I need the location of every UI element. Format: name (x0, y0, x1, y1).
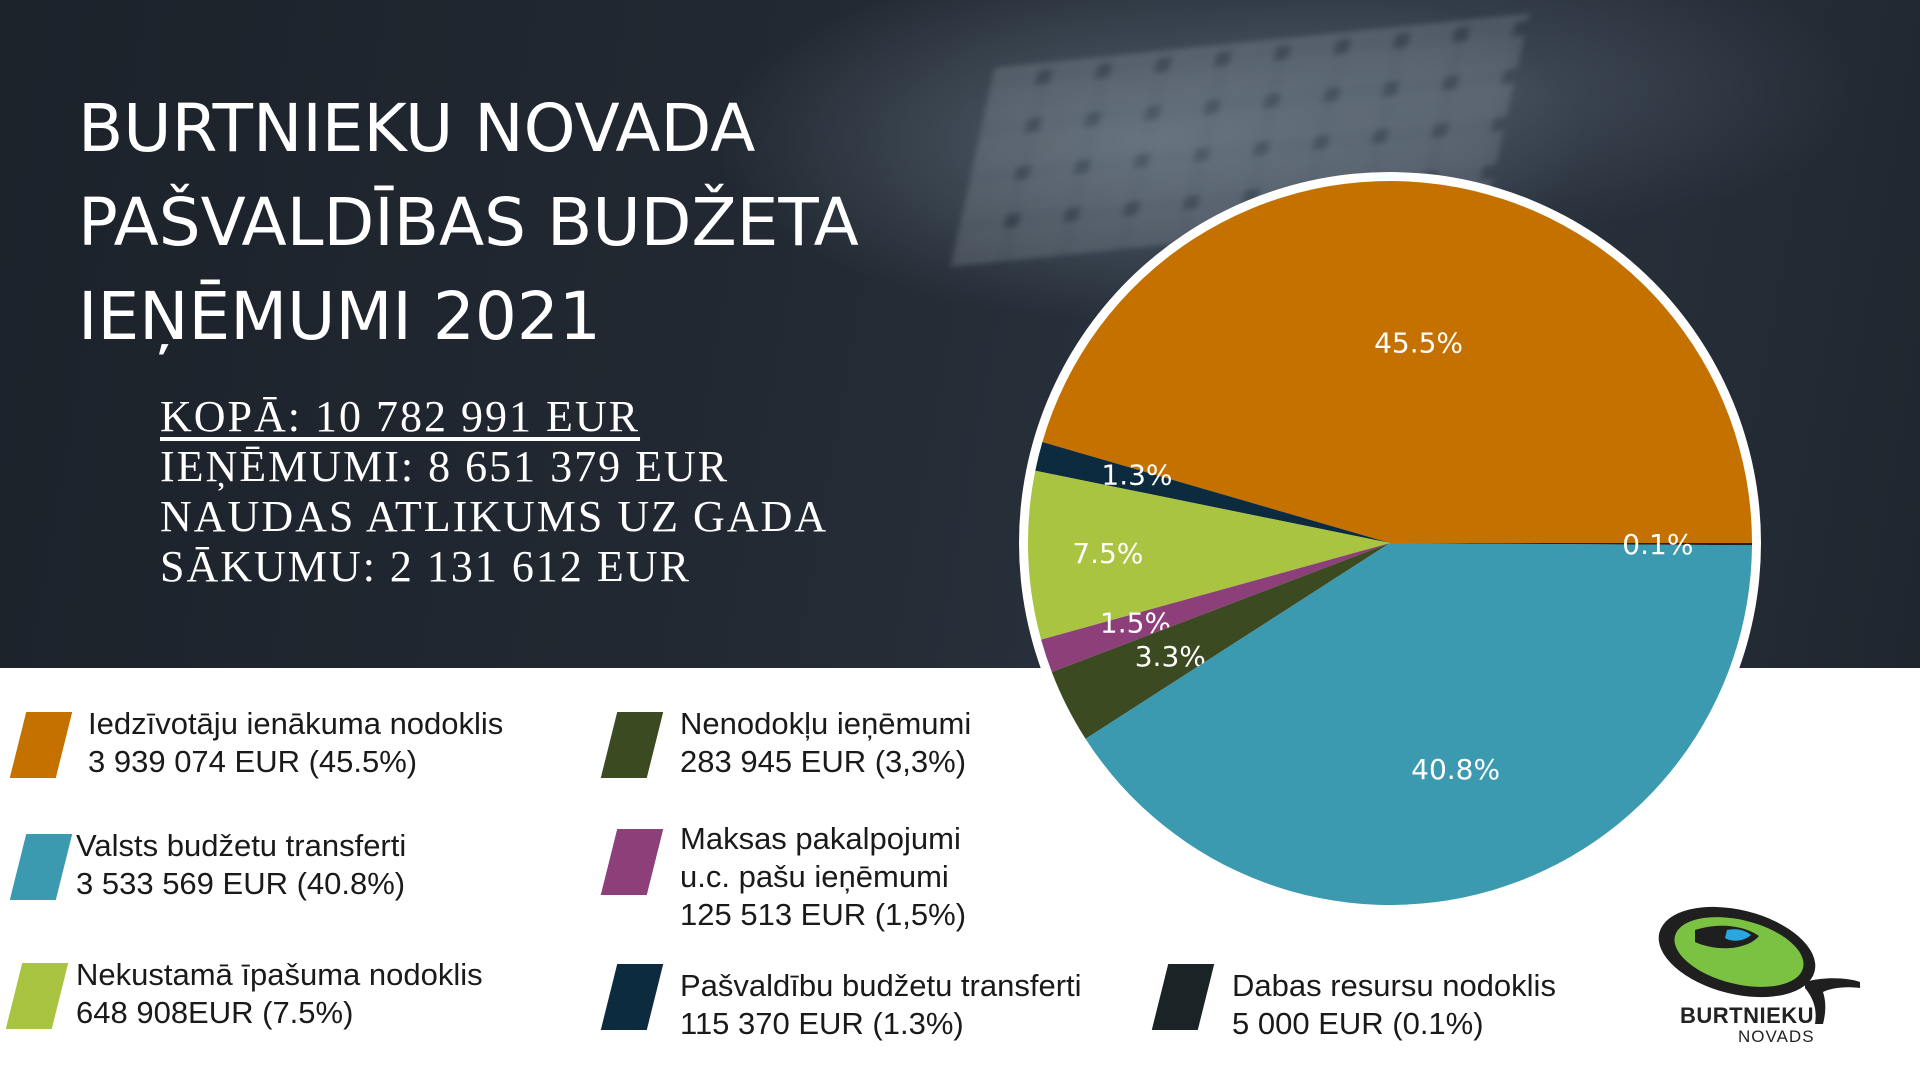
pie-slice (1085, 543, 1752, 905)
pie-slice (1051, 543, 1390, 739)
pie-slice (1028, 470, 1390, 640)
title-line-3: IEŅĒMUMI 2021 (78, 278, 601, 355)
legend-label: Iedzīvotāju ienākuma nodoklis (88, 706, 504, 741)
cash-balance-line-1: NAUDAS ATLIKUMS UZ GADA (160, 492, 829, 541)
legend-label: Nekustamā īpašuma nodoklis (76, 957, 483, 992)
legend-value: 3 533 569 EUR (40.8%) (76, 866, 406, 901)
page-title: BURTNIEKU NOVADA PAŠVALDĪBAS BUDŽETA IEŅ… (78, 82, 978, 364)
pie-slice-label: 0.1% (1622, 528, 1693, 561)
legend-swatch-natural-resources-tax (1151, 964, 1215, 1030)
pie-slice (1042, 180, 1752, 543)
cash-balance-line-2: SĀKUMU: 2 131 612 EUR (160, 542, 691, 591)
pie-slice (1035, 442, 1390, 543)
pie-slice-label: 7.5% (1072, 537, 1143, 570)
legend-value: 648 908EUR (7.5%) (76, 995, 354, 1030)
legend-swatch-paid-services (600, 829, 664, 895)
title-line-2: PAŠVALDĪBAS BUDŽETA (78, 184, 859, 261)
pie-slice-label: 45.5% (1374, 326, 1463, 359)
legend-value: 115 370 EUR (1.3%) (680, 1006, 964, 1041)
pie-slice-label: 3.3% (1135, 640, 1206, 673)
legend-label: Nenodokļu ieņēmumi (680, 706, 972, 741)
legend-value: 3 939 074 EUR (45.5%) (88, 744, 418, 779)
pie-slice-label: 40.8% (1411, 753, 1500, 786)
revenue-pie-chart: 45.5%1.3%7.5%1.5%3.3%40.8%0.1% (1019, 172, 1761, 914)
legend-swatch-state-transfers (9, 834, 73, 900)
pie-slice-label: 1.3% (1101, 459, 1172, 492)
legend-label: Valsts budžetu transferti (76, 828, 407, 863)
burtnieku-logo (1658, 906, 1860, 1024)
legend-label: Dabas resursu nodoklis (1232, 968, 1556, 1003)
legend-swatch-municipal-transfers (600, 964, 664, 1030)
pie-slice (1041, 543, 1390, 673)
total-amount: KOPĀ: 10 782 991 EUR (160, 392, 641, 441)
legend-value: 5 000 EUR (0.1%) (1232, 1006, 1484, 1041)
legend-swatch-non-tax-revenue (600, 712, 664, 778)
revenue-amount: IEŅĒMUMI: 8 651 379 EUR (160, 442, 730, 491)
budget-totals: KOPĀ: 10 782 991 EUR IEŅĒMUMI: 8 651 379… (160, 392, 828, 592)
legend-swatch-income-tax (9, 712, 73, 778)
legend-label: Maksas pakalpojumi (680, 821, 961, 856)
legend-swatch-property-tax (5, 963, 69, 1029)
logo-text-line-1: BURTNIEKU (1680, 1003, 1815, 1028)
legend-value: u.c. pašu ieņēmumi (680, 859, 949, 894)
logo-text-line-2: NOVADS (1738, 1027, 1815, 1046)
legend-value: 125 513 EUR (1,5%) (680, 897, 967, 932)
legend-value: 283 945 EUR (3,3%) (680, 744, 967, 779)
legend-label: Pašvaldību budžetu transferti (680, 968, 1082, 1003)
title-line-1: BURTNIEKU NOVADA (78, 90, 756, 167)
